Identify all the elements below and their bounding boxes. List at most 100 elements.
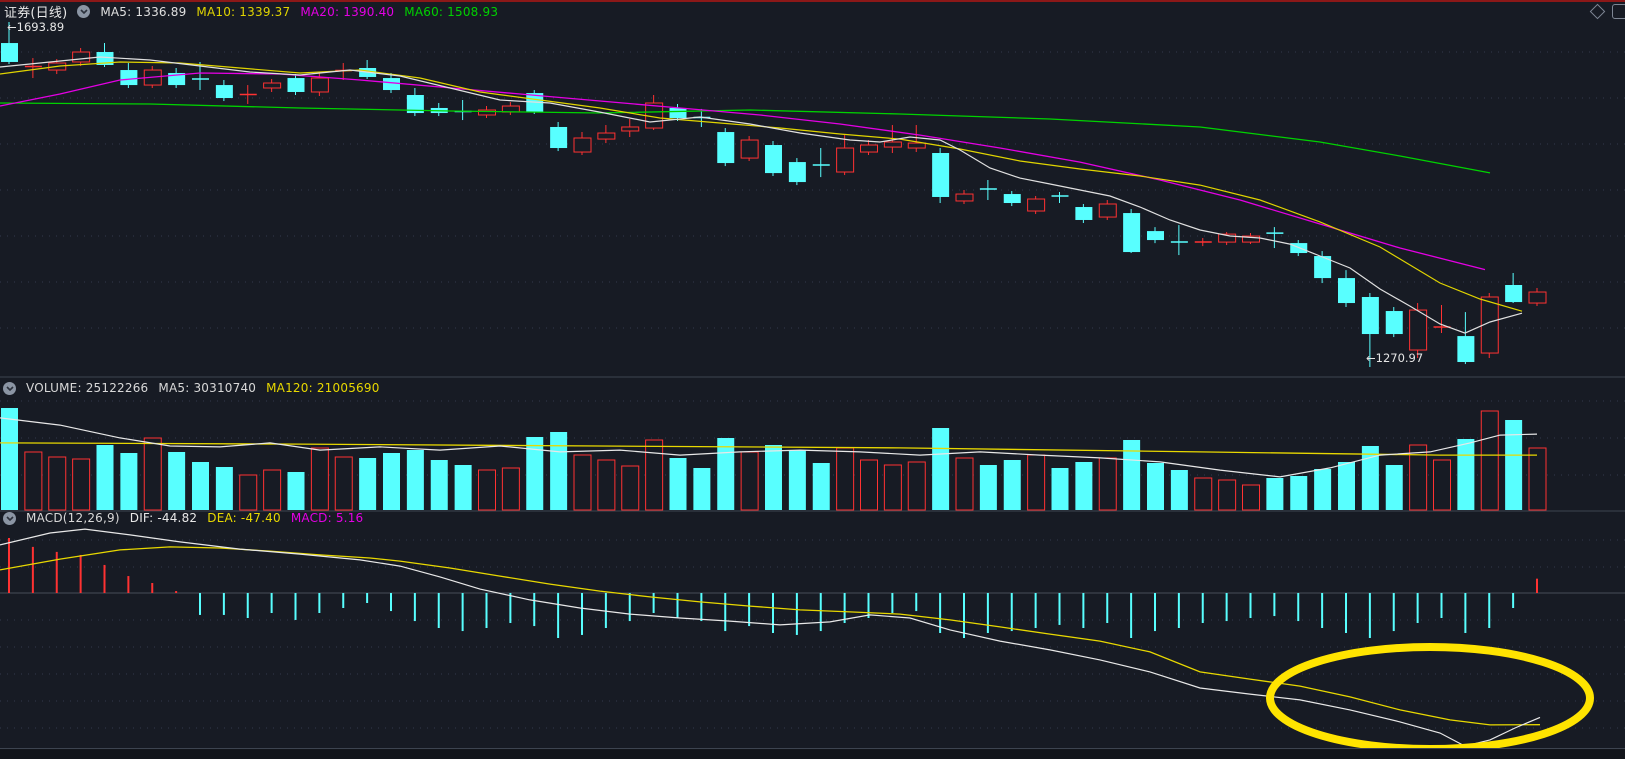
candle-body — [907, 142, 926, 149]
volume-bar — [1361, 446, 1379, 510]
volume-bar — [645, 439, 664, 511]
volume-bar — [310, 447, 329, 511]
volume-bar — [1051, 468, 1069, 510]
volume-bar — [478, 469, 496, 511]
volume-bar — [550, 432, 568, 510]
volume-panel-header: VOLUME: 25122266 MA5: 30310740 MA120: 21… — [3, 381, 380, 395]
volume-bar — [287, 472, 305, 510]
volume-bar — [406, 450, 424, 510]
candle-body — [1409, 309, 1428, 351]
macd-title-label: MACD(12,26,9) — [26, 511, 120, 525]
candle-body — [120, 70, 138, 86]
collapse-macd-panel-button[interactable] — [3, 511, 16, 525]
volume-bar — [1457, 439, 1475, 510]
collapse-price-panel-button[interactable] — [77, 5, 91, 18]
volume-ma5-label: MA5: 30310740 — [158, 381, 257, 395]
collapse-volume-panel-button[interactable] — [3, 381, 16, 395]
volume-bar — [1528, 447, 1547, 511]
dif-line — [0, 528, 1541, 747]
volume-bar — [1505, 420, 1523, 510]
volume-bar — [1266, 478, 1284, 510]
candle-body — [1480, 296, 1499, 354]
volume-bar — [1123, 440, 1141, 510]
volume-bar — [788, 450, 806, 510]
chevron-down-icon — [80, 9, 88, 14]
candle-body — [1075, 207, 1093, 220]
volume-bar — [979, 465, 997, 510]
highlight-ellipse-annotation — [1266, 643, 1594, 753]
volume-ma5-line — [0, 417, 1538, 478]
volume-bar — [526, 437, 544, 510]
volume-bar — [836, 447, 855, 511]
ma5-line — [0, 56, 1523, 334]
candle-body — [550, 126, 568, 149]
volume-ma120-label: MA120: 21005690 — [266, 381, 380, 395]
volume-bar — [669, 458, 687, 510]
ma20-line — [0, 72, 1486, 271]
lowest-price-annotation: ←1270.97 — [1366, 351, 1424, 365]
chevron-down-icon — [5, 385, 14, 391]
candle-body — [883, 141, 902, 148]
candle-body — [740, 139, 759, 159]
candle-body — [1385, 311, 1403, 335]
ma10-line — [0, 61, 1523, 312]
candle-body — [669, 107, 687, 119]
candle-body — [1218, 233, 1237, 243]
volume-bar — [383, 453, 400, 510]
candle-body — [1505, 285, 1523, 303]
ma5-label: MA5: 1336.89 — [100, 4, 187, 19]
volume-bar — [1194, 477, 1213, 511]
volume-bar — [1242, 484, 1260, 511]
candle-body — [836, 147, 855, 173]
macd-value-label: MACD: 5.16 — [290, 511, 364, 525]
volume-bar — [1147, 463, 1164, 510]
volume-bar — [812, 463, 830, 510]
candle-body — [1314, 256, 1332, 279]
volume-bar — [454, 465, 472, 510]
candle-body — [1027, 198, 1046, 212]
volume-bar — [72, 458, 91, 511]
volume-bar — [1218, 479, 1237, 511]
ma60-line — [0, 102, 1491, 174]
diamond-icon[interactable] — [1589, 3, 1606, 20]
volume-bar — [430, 460, 448, 510]
bottom-statusbar — [0, 748, 1625, 759]
volume-bar — [334, 456, 353, 511]
candle-body — [310, 77, 329, 93]
volume-bar — [1075, 462, 1093, 510]
volume-bar — [573, 454, 592, 511]
square-icon[interactable] — [1612, 4, 1625, 19]
dea-value-label: DEA: -47.40 — [207, 511, 281, 525]
macd-panel-header: MACD(12,26,9) DIF: -44.82 DEA: -47.40 MA… — [3, 511, 363, 525]
candle-body — [383, 78, 400, 91]
candle-body — [860, 144, 878, 153]
volume-bar — [765, 445, 782, 510]
volume-bar — [717, 438, 735, 510]
volume-bar — [693, 468, 711, 510]
ma20-label: MA20: 1390.40 — [300, 4, 395, 19]
candle-body — [1528, 291, 1547, 304]
price-panel-header: 证券(日线) MA5: 1336.89 MA10: 1339.37 MA20: … — [4, 2, 498, 22]
window-corner-icons — [1589, 3, 1625, 20]
volume-bar — [1098, 457, 1117, 511]
volume-bar — [955, 457, 974, 511]
volume-bar — [501, 467, 520, 511]
volume-value-label: VOLUME: 25122266 — [26, 381, 149, 395]
candle-body — [1098, 203, 1117, 218]
candle-body — [621, 126, 640, 132]
candle-body — [765, 145, 782, 174]
volume-bar — [740, 451, 759, 511]
candle-body — [406, 95, 424, 114]
volume-bar — [1433, 459, 1451, 511]
volume-bar — [883, 464, 902, 511]
candle-body — [1, 43, 18, 62]
volume-bar — [263, 469, 282, 511]
volume-bar — [120, 453, 138, 510]
candle-body — [1361, 296, 1379, 335]
volume-bar — [621, 465, 640, 511]
candle-body — [1123, 213, 1141, 253]
candle-body — [597, 132, 616, 140]
candle-body — [955, 193, 974, 202]
